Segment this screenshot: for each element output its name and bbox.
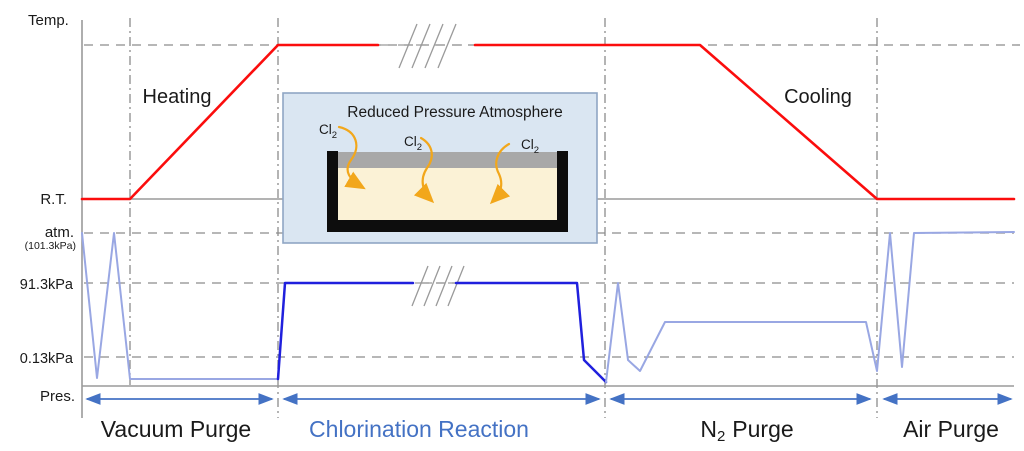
pressure-axis-break-icon <box>411 265 465 307</box>
cl2-label: Cl2 <box>319 122 337 141</box>
temp-axis-label: Temp. <box>28 12 69 29</box>
n2-label-sub: 2 <box>717 428 725 445</box>
heating-label: Heating <box>143 86 212 108</box>
cl2-label-base: Cl <box>521 137 534 152</box>
cl2-label-sub: 2 <box>534 145 539 156</box>
crucible-right-wall <box>557 151 568 232</box>
cl2-label-sub: 2 <box>332 130 337 141</box>
p913-level-label: 91.3kPa <box>20 277 74 293</box>
cl2-arrow-icon <box>489 142 511 205</box>
pres-axis-label: Pres. <box>40 388 75 405</box>
inset-title: Reduced Pressure Atmosphere <box>347 104 562 121</box>
phase-label-vacuum-purge: Vacuum Purge <box>101 416 251 442</box>
crucible-bottom <box>327 220 568 232</box>
n2-label-rest: Purge <box>732 416 793 442</box>
crucible-left-wall <box>327 151 338 232</box>
atm-kpa-label: (101.3kPa) <box>25 240 76 252</box>
pressure-curve-chlorination-b <box>454 281 608 384</box>
crucible <box>327 151 568 232</box>
temperature-curve-left <box>80 43 380 201</box>
p013-level-label: 0.13kPa <box>20 351 74 367</box>
temp-axis-break-icon <box>380 23 473 69</box>
phase-labels: Vacuum Purge Chlorination Reaction N2 Pur… <box>101 416 999 445</box>
cl2-label: Cl2 <box>404 134 422 153</box>
cl2-label-sub: 2 <box>417 142 422 153</box>
phase-label-n2-purge: N2 Purge <box>700 416 793 445</box>
chlorine-labels: Cl2 Cl2 Cl2 <box>319 122 539 156</box>
cl2-label: Cl2 <box>521 137 539 156</box>
pressure-curve <box>81 231 1015 384</box>
pressure-curve-vacuum-purge <box>81 232 279 380</box>
cl2-label-base: Cl <box>404 134 417 149</box>
pressure-curve-chlorination-a <box>276 281 415 381</box>
rt-level-label: R.T. <box>40 191 67 208</box>
powder-top-layer <box>338 152 557 168</box>
cooling-label: Cooling <box>784 86 852 108</box>
melt-layer <box>338 168 557 220</box>
cl2-label-base: Cl <box>319 122 332 137</box>
temperature-curve <box>80 43 1016 201</box>
axis-labels: Temp. R.T. atm. (101.3kPa) 91.3kPa 0.13k… <box>20 12 76 405</box>
cl2-arrow-icon <box>413 136 435 204</box>
atm-level-label: atm. <box>45 224 74 241</box>
pressure-curve-n2-air-purge <box>605 231 1015 383</box>
cl2-arrow-icon <box>337 125 366 190</box>
n2-label-base: N <box>700 416 717 442</box>
temperature-curve-right <box>473 43 1016 201</box>
chlorine-arrows <box>337 125 511 205</box>
inset-panel: Reduced Pressure Atmosphere Cl2 Cl2 Cl2 <box>282 92 598 244</box>
phase-label-air-purge: Air Purge <box>903 416 999 442</box>
phase-label-chlorination: Chlorination Reaction <box>309 416 529 442</box>
